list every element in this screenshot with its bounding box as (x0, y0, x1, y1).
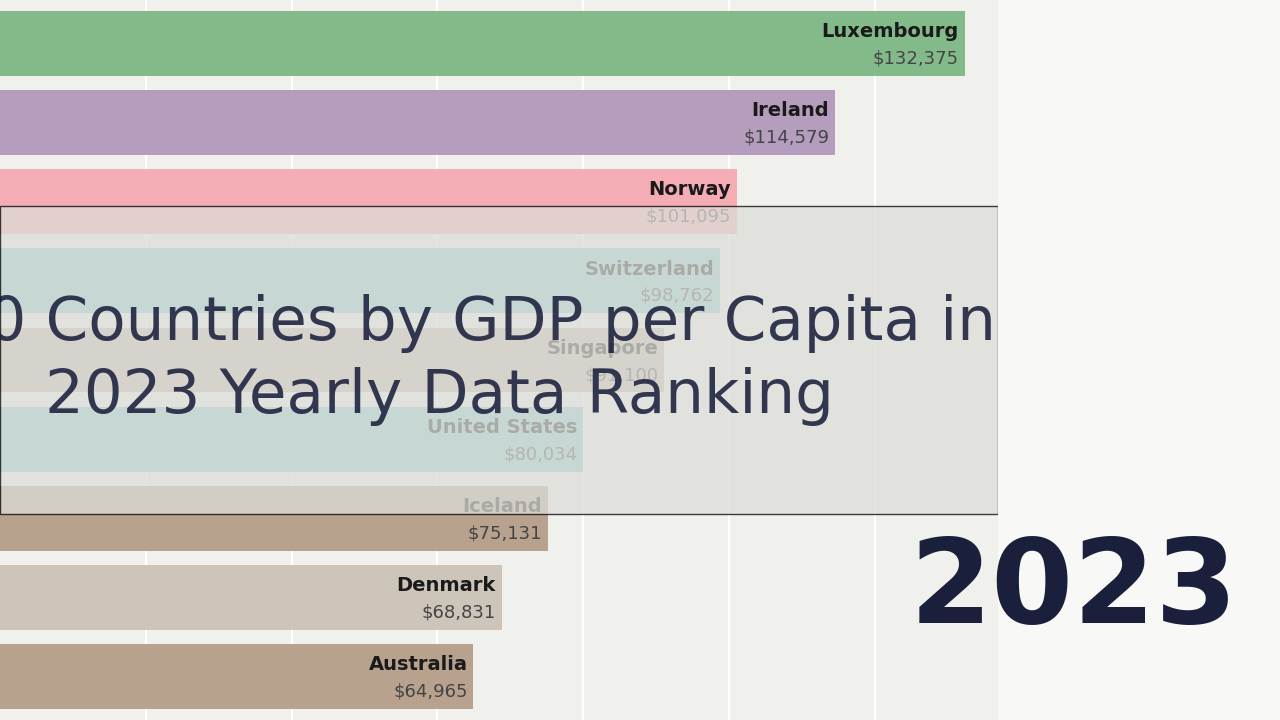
Text: $91,100: $91,100 (584, 366, 658, 384)
Bar (0, 90, 835, 155)
Bar (0, 328, 664, 392)
Text: Switzerland: Switzerland (584, 259, 714, 279)
Text: United States: United States (428, 418, 577, 437)
Bar (0, 565, 502, 630)
Bar (0, 407, 584, 472)
Text: $80,034: $80,034 (503, 445, 577, 463)
Text: $98,762: $98,762 (640, 287, 714, 305)
Text: Australia: Australia (369, 655, 467, 674)
Text: Luxembourg: Luxembourg (822, 22, 959, 41)
Text: Top 10 Countries by GDP per Capita in a
2023 Yearly Data Ranking: Top 10 Countries by GDP per Capita in a … (0, 294, 1052, 426)
Bar (0, 11, 965, 76)
Text: $114,579: $114,579 (744, 129, 829, 147)
Bar (0, 169, 737, 234)
Text: Ireland: Ireland (751, 102, 829, 120)
Text: $68,831: $68,831 (421, 603, 495, 621)
Bar (0, 486, 548, 551)
Text: 2023: 2023 (910, 533, 1238, 648)
Text: Iceland: Iceland (462, 497, 541, 516)
Bar (0, 644, 474, 709)
Bar (0, 248, 719, 313)
Text: Norway: Norway (648, 181, 731, 199)
Text: Denmark: Denmark (397, 576, 495, 595)
FancyBboxPatch shape (0, 206, 998, 514)
Text: $132,375: $132,375 (873, 50, 959, 68)
Text: $75,131: $75,131 (467, 524, 541, 542)
Text: $101,095: $101,095 (645, 208, 731, 226)
Text: $64,965: $64,965 (393, 683, 467, 701)
Text: Singapore: Singapore (547, 338, 658, 358)
